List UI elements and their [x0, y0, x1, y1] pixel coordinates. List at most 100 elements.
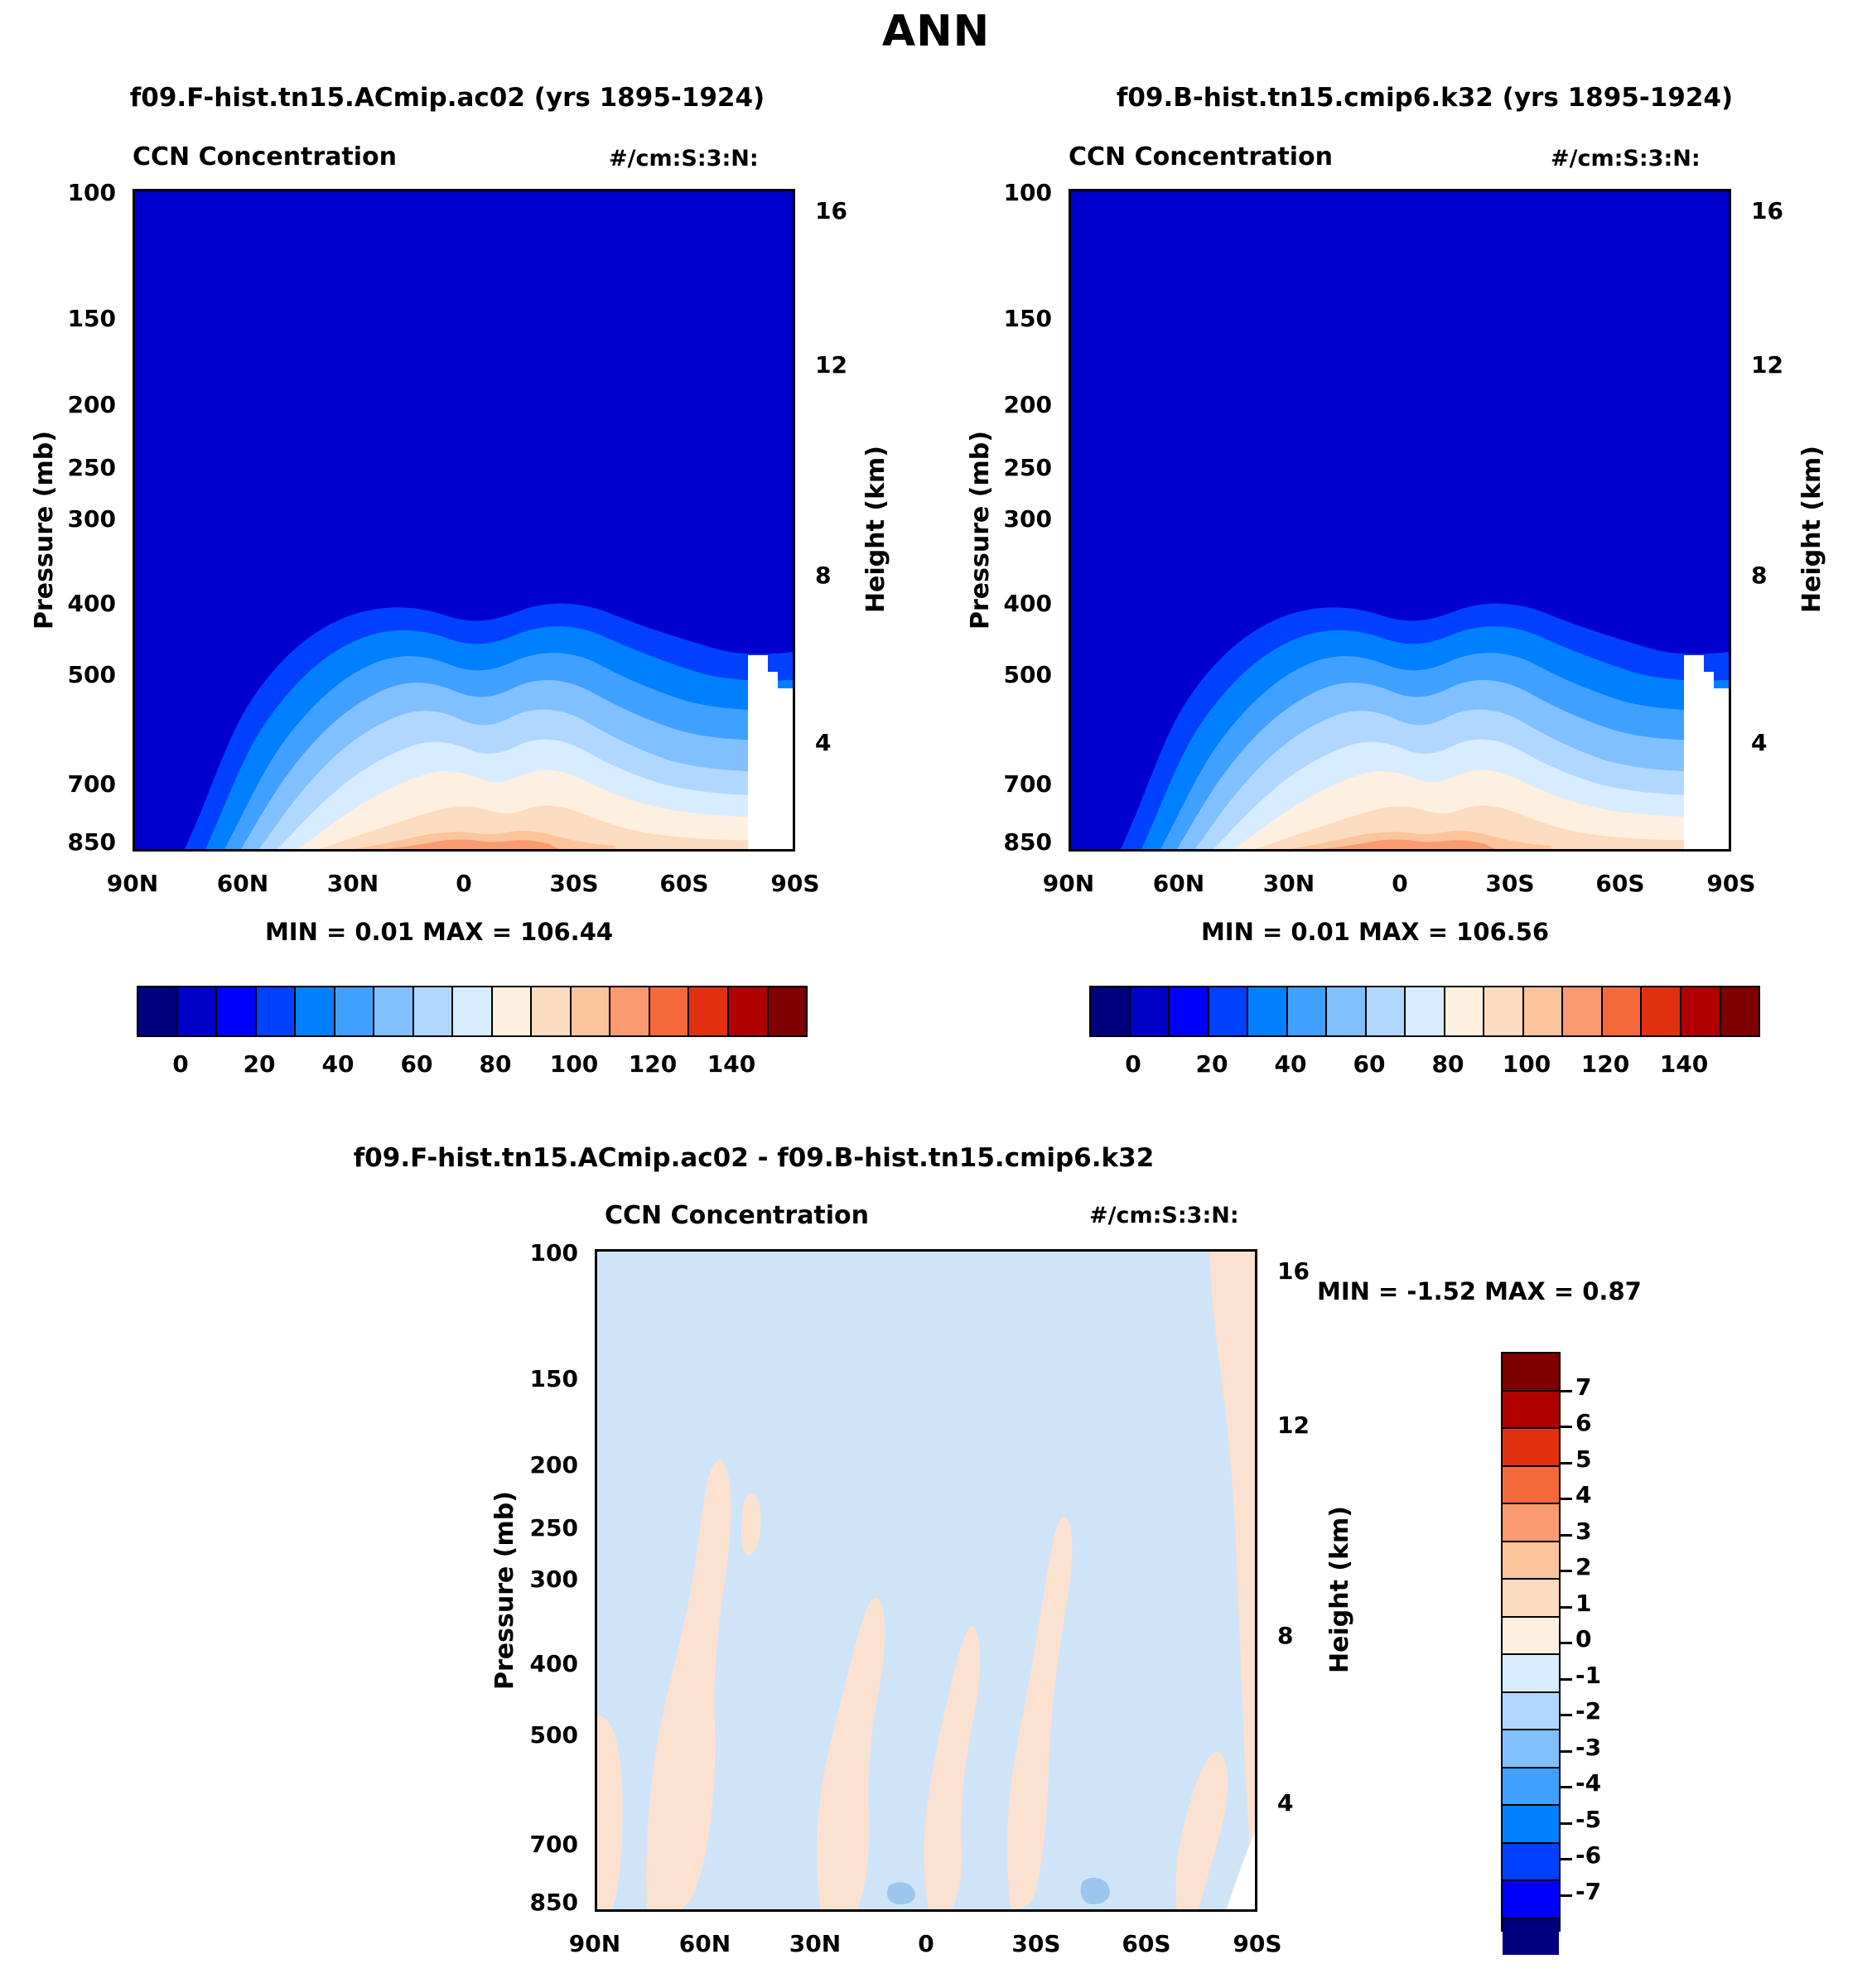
colorbar-swatch	[138, 987, 178, 1035]
panel-difference-xtick: 30N	[770, 1930, 861, 1957]
panel-difference-units-label: #/cm:S:3:N:	[1089, 1203, 1239, 1228]
panel-left-ytick: 400	[41, 590, 116, 617]
colorbar-swatch	[493, 987, 533, 1035]
panel-left-y2tick: 4	[815, 729, 831, 756]
panel-left-xtick: 30N	[307, 870, 398, 897]
colorbar-swatch	[217, 987, 257, 1035]
panel-right-cbar-tick: 0	[1100, 1050, 1166, 1078]
colorbar-swatch	[453, 987, 493, 1035]
colorbar-swatch	[1681, 987, 1721, 1035]
colorbar-swatch	[1131, 987, 1170, 1035]
panel-right-plot	[1069, 189, 1731, 852]
colorbar-swatch	[1170, 987, 1209, 1035]
panel-right-units-label: #/cm:S:3:N:	[1551, 146, 1701, 171]
colorbar-tickmark	[1561, 1750, 1572, 1753]
panel-right-cbar-tick: 20	[1179, 1050, 1245, 1078]
panel-left-ytick: 250	[41, 454, 116, 481]
panel-right-variable-label: CCN Concentration	[1069, 142, 1333, 171]
colorbar-swatch	[1503, 1919, 1559, 1956]
colorbar-tickmark	[1561, 1390, 1572, 1392]
panel-difference-xtick: 60N	[659, 1930, 750, 1957]
panel-difference-cbar-tick: 5	[1575, 1445, 1591, 1473]
panel-difference-ytick: 150	[504, 1365, 578, 1392]
colorbar-tickmark	[1561, 1858, 1572, 1860]
panel-right-ytick: 300	[977, 505, 1052, 533]
colorbar-swatch	[1642, 987, 1681, 1035]
colorbar-swatch	[729, 987, 769, 1035]
colorbar-swatch	[1209, 987, 1249, 1035]
panel-difference-ytick: 300	[504, 1566, 578, 1593]
panel-left-ytick: 100	[41, 179, 116, 206]
panel-difference-cbar-tick: -7	[1575, 1878, 1601, 1905]
colorbar-swatch	[374, 987, 414, 1035]
colorbar-swatch	[414, 987, 454, 1035]
colorbar-tickmark	[1561, 1642, 1572, 1644]
colorbar-swatch	[257, 987, 297, 1035]
colorbar-swatch	[1503, 1542, 1559, 1580]
panel-difference-ytick: 500	[504, 1721, 578, 1749]
colorbar-swatch	[1503, 1618, 1559, 1656]
colorbar-swatch	[1503, 1768, 1559, 1807]
colorbar-swatch	[1503, 1580, 1559, 1618]
panel-difference-cbar-tick: 7	[1575, 1373, 1591, 1401]
panel-right-xtick: 90S	[1686, 870, 1777, 897]
colorbar-swatch	[1503, 1693, 1559, 1731]
panel-difference-cbar-tick: 4	[1575, 1481, 1591, 1508]
colorbar-tickmark	[1561, 1678, 1572, 1681]
colorbar-tickmark	[1561, 1534, 1572, 1537]
panel-right-y2tick: 16	[1751, 197, 1783, 224]
panel-right-xtick: 60S	[1575, 870, 1666, 897]
panel-right-colorbar	[1089, 986, 1760, 1037]
colorbar-tickmark	[1561, 1462, 1572, 1464]
panel-difference-ytick: 700	[504, 1831, 578, 1858]
panel-left-ytick: 700	[41, 770, 116, 798]
panel-left-y2label: Height (km)	[861, 446, 890, 613]
colorbar-swatch	[1503, 1881, 1559, 1919]
panel-right-cbar-tick: 120	[1572, 1050, 1638, 1078]
colorbar-tickmark	[1561, 1606, 1572, 1609]
panel-right-contour-field	[1071, 191, 1729, 849]
panel-left-cbar-tick: 120	[620, 1050, 686, 1078]
panel-left-cbar-tick: 0	[147, 1050, 214, 1078]
panel-difference-y2tick: 8	[1277, 1622, 1293, 1649]
panel-right-ytick: 850	[977, 828, 1052, 856]
panel-right-y2tick: 4	[1751, 729, 1767, 756]
panel-difference-cbar-tick: 3	[1575, 1518, 1591, 1545]
panel-right-y2label: Height (km)	[1797, 446, 1826, 613]
colorbar-swatch	[572, 987, 611, 1035]
colorbar-tickmark	[1561, 1498, 1572, 1500]
panel-left-cbar-tick: 20	[226, 1050, 292, 1078]
panel-left-ytick: 500	[41, 661, 116, 688]
colorbar-swatch	[1503, 1844, 1559, 1882]
panel-left-contour-field	[135, 191, 793, 849]
colorbar-swatch	[1484, 987, 1524, 1035]
panel-right-cbar-tick: 60	[1336, 1050, 1402, 1078]
panel-difference-title: f09.F-hist.tn15.ACmip.ac02 - f09.B-hist.…	[191, 1143, 1317, 1173]
panel-difference-cbar-tick: -6	[1575, 1841, 1601, 1869]
panel-difference-ytick: 850	[504, 1889, 578, 1916]
panel-right-title: f09.B-hist.tn15.cmip6.k32 (yrs 1895-1924…	[977, 83, 1872, 113]
colorbar-swatch	[1445, 987, 1485, 1035]
panel-left-xtick: 60S	[639, 870, 730, 897]
colorbar-swatch	[1503, 1429, 1559, 1467]
panel-difference-ytick: 250	[504, 1514, 578, 1542]
panel-right-ytick: 200	[977, 391, 1052, 418]
panel-left-xtick: 60N	[197, 870, 288, 897]
colorbar-swatch	[1503, 1730, 1559, 1768]
panel-right-ytick: 400	[977, 590, 1052, 617]
panel-difference-colorbar	[1501, 1352, 1561, 1932]
colorbar-swatch	[769, 987, 807, 1035]
panel-difference-variable-label: CCN Concentration	[605, 1201, 869, 1230]
colorbar-tickmark	[1561, 1822, 1572, 1825]
panel-difference-plot	[595, 1249, 1257, 1912]
colorbar-swatch	[1406, 987, 1445, 1035]
panel-left-xtick: 30S	[528, 870, 620, 897]
panel-right-xtick: 0	[1354, 870, 1445, 897]
panel-left-y2tick: 16	[815, 197, 847, 224]
panel-left-cbar-tick: 40	[305, 1050, 371, 1078]
panel-left-variable-label: CCN Concentration	[133, 142, 397, 171]
colorbar-tickmark	[1561, 1570, 1572, 1572]
panel-left-ytick: 150	[41, 305, 116, 332]
colorbar-swatch	[296, 987, 335, 1035]
panel-left-colorbar	[137, 986, 808, 1037]
